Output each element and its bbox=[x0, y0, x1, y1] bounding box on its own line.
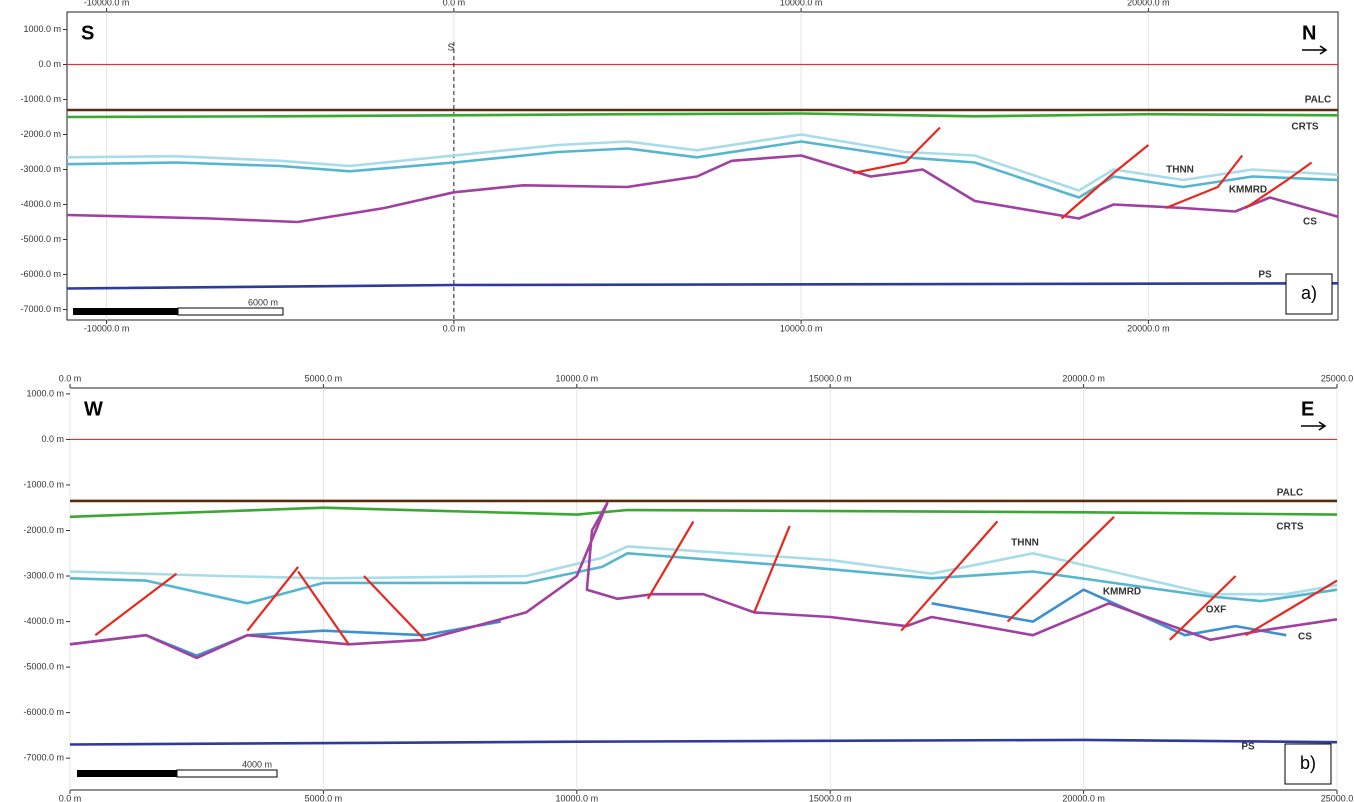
x-tick-label: 15000.0 m bbox=[809, 373, 852, 383]
fault-line bbox=[363, 575, 426, 641]
direction-arrow bbox=[1301, 421, 1327, 431]
y-tick-label: -1000.0 m bbox=[23, 479, 64, 489]
plot-area bbox=[69, 387, 1338, 791]
y-tick-label: 0.0 m bbox=[38, 59, 61, 69]
fault-line bbox=[94, 572, 178, 637]
x-tick-label: 20000.0 m bbox=[1062, 373, 1105, 383]
y-tick-label: 0.0 m bbox=[41, 434, 64, 444]
horizon-label: PALC bbox=[1277, 488, 1303, 499]
x-tick-label: 10000.0 m bbox=[556, 793, 599, 802]
x-tick-label: 5000.0 m bbox=[305, 793, 343, 802]
x-tick-label: 20000.0 m bbox=[1062, 793, 1105, 802]
fault-line bbox=[1060, 144, 1150, 220]
horizon-label: CS bbox=[1303, 217, 1317, 228]
horizon-line bbox=[69, 738, 1338, 746]
y-tick-label: -2000.0 m bbox=[23, 525, 64, 535]
y-tick-label: -7000.0 m bbox=[20, 304, 61, 314]
y-tick-label: -6000.0 m bbox=[23, 707, 64, 717]
fault-line bbox=[297, 570, 350, 645]
horizon-label: PS bbox=[1258, 270, 1272, 281]
fault-line bbox=[646, 520, 695, 600]
horizon-label: CRTS bbox=[1276, 522, 1304, 533]
y-tick-label: -3000.0 m bbox=[23, 570, 64, 580]
horizon-label: KMMRD bbox=[1103, 587, 1141, 598]
fault-line bbox=[1245, 579, 1338, 637]
scale-bar-black bbox=[77, 770, 177, 777]
direction-arrow bbox=[1302, 45, 1328, 55]
horizon-line bbox=[69, 501, 1338, 660]
scale-bar-white bbox=[177, 307, 284, 316]
y-tick-label: -3000.0 m bbox=[20, 164, 61, 174]
horizon-line bbox=[66, 154, 1339, 224]
scale-label: 6000 m bbox=[248, 297, 278, 307]
x-tick-label: -10000.0 m bbox=[84, 323, 130, 333]
direction-right: E bbox=[1301, 398, 1314, 420]
horizon-label: THNN bbox=[1166, 165, 1194, 176]
x-tick-label: 25000.0 bbox=[1321, 793, 1354, 802]
y-tick-label: -6000.0 m bbox=[20, 269, 61, 279]
fault-line bbox=[1169, 575, 1237, 641]
x-tick-label: -10000.0 m bbox=[84, 0, 130, 7]
fault-line bbox=[1165, 154, 1244, 210]
horizon-label: PS bbox=[1241, 742, 1255, 753]
x-tick-label: 20000.0 m bbox=[1127, 323, 1170, 333]
horizon-label: THNN bbox=[1011, 538, 1039, 549]
panel-label: a) bbox=[1301, 283, 1317, 303]
panel-label-box bbox=[1284, 743, 1332, 785]
x-tick-label: 25000.0 bbox=[1321, 373, 1354, 383]
x-tick-label: 5000.0 m bbox=[305, 373, 343, 383]
x-tick-label: 20000.0 m bbox=[1127, 0, 1170, 7]
x-tick-label: 0.0 m bbox=[443, 323, 466, 333]
x-tick-label: 0.0 m bbox=[443, 0, 466, 7]
y-tick-label: -4000.0 m bbox=[23, 616, 64, 626]
y-tick-label: -7000.0 m bbox=[23, 753, 64, 763]
horizon-line bbox=[69, 545, 1338, 596]
direction-left: S bbox=[81, 22, 94, 44]
horizon-label: KMMRD bbox=[1229, 185, 1267, 196]
horizon-line bbox=[66, 112, 1339, 119]
y-tick-label: 1000.0 m bbox=[26, 388, 64, 398]
y-tick-label: -2000.0 m bbox=[20, 129, 61, 139]
fault-line bbox=[852, 126, 941, 175]
horizon-line bbox=[66, 133, 1339, 192]
x-tick-label: 10000.0 m bbox=[780, 323, 823, 333]
direction-right: N bbox=[1302, 22, 1316, 44]
y-tick-label: -4000.0 m bbox=[20, 199, 61, 209]
y-tick-label: 1000.0 m bbox=[23, 24, 61, 34]
y-tick-label: -5000.0 m bbox=[23, 661, 64, 671]
x-tick-label: 10000.0 m bbox=[780, 0, 823, 7]
fault-line bbox=[753, 525, 791, 613]
scale-bar-white bbox=[176, 769, 278, 778]
x-tick-label: 0.0 m bbox=[59, 793, 82, 802]
x-tick-label: 10000.0 m bbox=[556, 373, 599, 383]
fault-line bbox=[1244, 161, 1313, 209]
horizon-label: OXF bbox=[1206, 605, 1227, 616]
panel-label-box bbox=[1285, 273, 1333, 315]
marker-label: S bbox=[448, 43, 455, 54]
fault-line bbox=[246, 566, 299, 632]
x-tick-label: 15000.0 m bbox=[809, 793, 852, 802]
horizon-label: PALC bbox=[1305, 95, 1331, 106]
y-tick-label: -5000.0 m bbox=[20, 234, 61, 244]
horizon-line bbox=[66, 140, 1339, 199]
horizon-label: CS bbox=[1298, 632, 1312, 643]
scale-label: 4000 m bbox=[242, 759, 272, 769]
horizon-line bbox=[66, 282, 1339, 290]
horizon-line bbox=[69, 552, 1338, 605]
scale-bar-black bbox=[73, 308, 178, 315]
horizon-label: CRTS bbox=[1291, 122, 1319, 133]
x-tick-label: 0.0 m bbox=[59, 373, 82, 383]
fault-line bbox=[1006, 516, 1115, 623]
fault-line bbox=[900, 520, 999, 632]
direction-left: W bbox=[84, 398, 103, 420]
y-tick-label: -1000.0 m bbox=[20, 94, 61, 104]
panel-label: b) bbox=[1300, 753, 1316, 773]
